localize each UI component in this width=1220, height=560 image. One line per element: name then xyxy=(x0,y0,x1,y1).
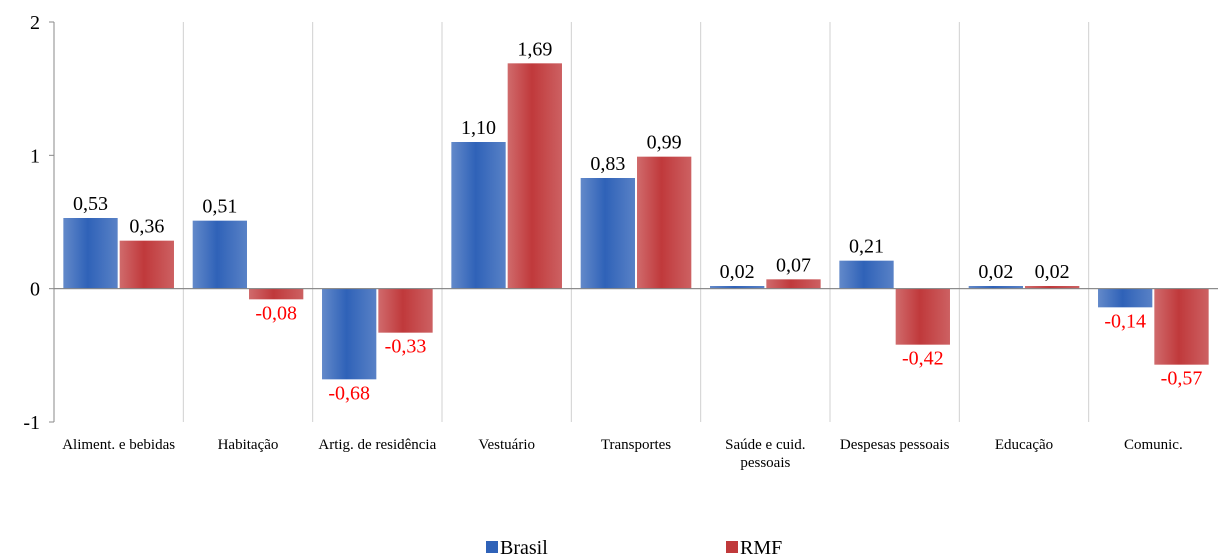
y-tick-label: 2 xyxy=(30,12,40,34)
bar xyxy=(378,288,433,333)
value-label: 0,83 xyxy=(590,153,625,175)
legend-label: Brasil xyxy=(500,537,548,559)
bar xyxy=(968,286,1023,289)
bar xyxy=(1098,288,1153,308)
bar xyxy=(119,240,174,289)
value-label: 0,02 xyxy=(978,261,1013,283)
x-tick-label: Saúde e cuid. pessoais xyxy=(725,437,806,471)
x-tick-label: Aliment. e bebidas xyxy=(62,437,176,453)
value-label: 0,02 xyxy=(720,261,755,283)
value-label: 0,21 xyxy=(849,236,884,258)
value-label: 1,69 xyxy=(517,38,552,60)
bar xyxy=(63,218,118,289)
bar xyxy=(839,260,894,289)
value-label: -0,68 xyxy=(328,382,370,404)
bar xyxy=(766,279,821,289)
y-tick-label: 0 xyxy=(30,279,40,301)
y-tick-label: -1 xyxy=(23,412,40,434)
legend-swatch xyxy=(726,541,738,553)
value-label: 0,99 xyxy=(647,132,682,154)
bar xyxy=(249,288,304,300)
x-tick-label: Artig. de residência xyxy=(318,437,437,453)
value-label: 0,02 xyxy=(1035,261,1070,283)
value-label: -0,08 xyxy=(255,302,297,324)
bar xyxy=(710,286,765,289)
bar xyxy=(322,288,377,380)
legend-label: RMF xyxy=(740,537,782,559)
value-label: -0,57 xyxy=(1161,368,1203,390)
value-label: 0,07 xyxy=(776,254,811,276)
bar xyxy=(507,63,562,289)
value-label: -0,14 xyxy=(1104,310,1146,332)
x-tick-label: Habitação xyxy=(217,437,279,453)
bar xyxy=(1154,288,1209,365)
value-label: -0,33 xyxy=(385,336,427,358)
bar xyxy=(895,288,950,345)
bar xyxy=(451,142,506,289)
x-tick-label: Transportes xyxy=(600,437,672,453)
value-label: 1,10 xyxy=(461,117,496,139)
value-label: 0,53 xyxy=(73,193,108,215)
value-label: -0,42 xyxy=(902,348,944,370)
bar xyxy=(580,178,635,289)
x-tick-label: Comunic. xyxy=(1123,437,1183,453)
bar xyxy=(1025,286,1080,289)
x-tick-label: Despesas pessoais xyxy=(839,437,950,453)
x-tick-label: Educação xyxy=(994,437,1054,453)
bar xyxy=(192,220,247,289)
value-label: 0,36 xyxy=(129,216,164,238)
x-tick-label: Vestuário xyxy=(478,437,535,453)
bar xyxy=(637,156,692,289)
legend-swatch xyxy=(486,541,498,553)
value-label: 0,51 xyxy=(202,196,237,218)
y-tick-label: 1 xyxy=(30,145,40,167)
